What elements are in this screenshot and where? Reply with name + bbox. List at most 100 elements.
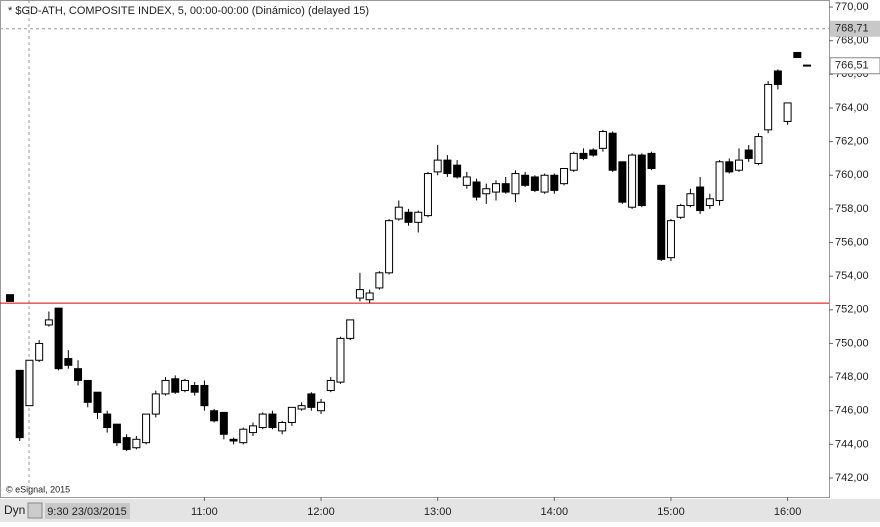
copyright: © eSignal, 2015 bbox=[6, 484, 70, 494]
candle-body bbox=[550, 174, 559, 191]
candle-body bbox=[657, 184, 666, 260]
candle-body bbox=[715, 161, 724, 201]
plot-frame bbox=[0, 0, 830, 498]
candle-body bbox=[647, 152, 656, 170]
candle-body bbox=[346, 319, 355, 339]
candle-body bbox=[569, 152, 578, 171]
candle-body bbox=[540, 174, 549, 193]
candle-body bbox=[132, 438, 141, 449]
candle-body bbox=[453, 164, 462, 178]
x-tick-label: 13:00 bbox=[424, 506, 452, 518]
y-tick-label: 768,00 bbox=[835, 35, 869, 47]
candle-body bbox=[161, 379, 170, 395]
candle-body bbox=[336, 337, 345, 383]
candle-body bbox=[385, 220, 394, 274]
candle-body bbox=[530, 176, 539, 191]
candle-body bbox=[151, 393, 160, 415]
candle-body bbox=[472, 181, 481, 198]
candle-body bbox=[219, 411, 228, 435]
candle-body bbox=[25, 359, 34, 407]
y-tick-label: 754,00 bbox=[835, 270, 869, 282]
candle-body bbox=[180, 379, 189, 392]
candle-body bbox=[317, 401, 326, 412]
candle-body bbox=[93, 391, 102, 413]
y-tick-label: 744,00 bbox=[835, 438, 869, 450]
y-tick-label: 752,00 bbox=[835, 304, 869, 316]
candle-body bbox=[501, 183, 510, 193]
candle-body bbox=[326, 379, 335, 392]
candle-body bbox=[297, 405, 306, 410]
candle-body bbox=[735, 159, 743, 171]
candle-body bbox=[268, 413, 277, 429]
candle-body bbox=[793, 51, 802, 59]
candle-body bbox=[686, 193, 695, 207]
candle-body bbox=[44, 319, 53, 326]
x-tick-label: 15:00 bbox=[657, 506, 685, 518]
y-tick-label: 770,00 bbox=[835, 1, 869, 13]
candle-body bbox=[764, 83, 773, 131]
candle-body bbox=[200, 384, 209, 407]
x-tick-label: 16:00 bbox=[774, 506, 802, 518]
candle-body bbox=[666, 220, 675, 259]
candle-body bbox=[754, 136, 763, 164]
candle-body bbox=[278, 421, 287, 432]
candle-body bbox=[287, 406, 296, 423]
candle-body bbox=[210, 410, 219, 422]
candle-body bbox=[6, 294, 14, 302]
candle-body bbox=[443, 159, 452, 175]
candle-body bbox=[64, 358, 73, 366]
x-tick-label: 11:00 bbox=[191, 506, 218, 518]
candle-body bbox=[122, 437, 131, 450]
candle-body bbox=[598, 131, 607, 149]
candle-body bbox=[589, 149, 598, 156]
mode-icon[interactable] bbox=[27, 502, 43, 519]
candle-body bbox=[579, 152, 588, 159]
candle-body bbox=[83, 379, 92, 403]
candle-body bbox=[783, 102, 792, 122]
crosshair-time-box bbox=[45, 503, 130, 519]
candle-body bbox=[492, 183, 500, 193]
y-tick-label: 756,00 bbox=[835, 236, 869, 248]
candle-body bbox=[394, 206, 403, 220]
candle-body bbox=[35, 342, 44, 361]
y-tick-label: 746,00 bbox=[835, 405, 869, 417]
candle-body bbox=[258, 413, 267, 429]
last-price-label: 766,51 bbox=[835, 60, 869, 72]
candle-body bbox=[521, 174, 530, 186]
x-tick-label: 14:00 bbox=[541, 506, 569, 518]
y-tick-label: 764,00 bbox=[835, 102, 869, 114]
candle-body bbox=[705, 198, 714, 207]
candle-body bbox=[414, 211, 423, 223]
candle-body bbox=[375, 272, 384, 289]
candle-body bbox=[404, 211, 413, 223]
candle-body bbox=[249, 425, 257, 434]
crosshair-time: 9:30 23/03/2015 bbox=[47, 506, 127, 518]
candle-body bbox=[511, 173, 520, 195]
candle-body bbox=[423, 173, 432, 217]
candle-body bbox=[103, 413, 112, 429]
y-tick-label: 750,00 bbox=[835, 337, 869, 349]
y-tick-label: 758,00 bbox=[835, 203, 869, 215]
candle-body bbox=[608, 132, 617, 171]
candle-body bbox=[637, 154, 646, 207]
candle-body bbox=[355, 289, 364, 299]
chart-title: * $GD-ATH, COMPOSITE INDEX, 5, 00:00-00:… bbox=[8, 5, 369, 17]
candle-body bbox=[54, 307, 63, 370]
candle-body bbox=[112, 423, 121, 444]
candle-body bbox=[560, 168, 569, 185]
candle-body bbox=[628, 154, 637, 208]
candle-body bbox=[307, 393, 316, 408]
candle-body bbox=[15, 369, 24, 439]
candle-body bbox=[239, 428, 248, 444]
candle-body bbox=[171, 378, 180, 393]
candle-body bbox=[365, 292, 374, 301]
candle-body bbox=[696, 186, 705, 212]
candle-body bbox=[725, 161, 734, 173]
candle-body bbox=[229, 438, 238, 442]
candle-body bbox=[462, 176, 471, 186]
mode-label[interactable]: Dyn bbox=[4, 503, 25, 517]
candle-body bbox=[142, 413, 151, 444]
candle-body bbox=[482, 188, 491, 195]
